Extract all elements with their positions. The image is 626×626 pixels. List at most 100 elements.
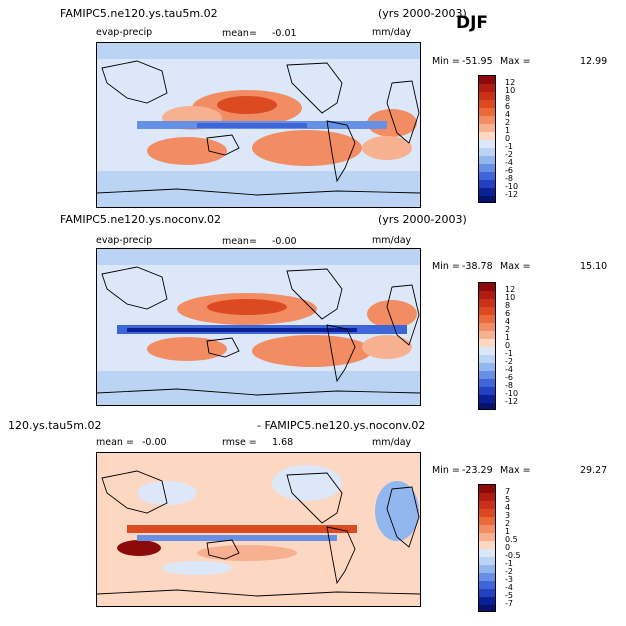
colorbar-tick-label: -2 (505, 150, 513, 159)
south-pacific-positive (252, 130, 362, 166)
colorbar-tick-label: 12 (505, 285, 516, 294)
coastline-australia (206, 337, 240, 358)
south-atlantic-positive (362, 335, 412, 359)
na-negative (272, 465, 342, 501)
panel3-min-value: -23.29 (462, 465, 493, 476)
indian-ocean-positive (147, 337, 227, 361)
coastline-antarctica (97, 388, 420, 396)
coastline-north-america (286, 472, 343, 524)
coastline-antarctica (97, 589, 420, 597)
colorbar-tick-label: 5 (505, 495, 511, 504)
panel1-map-svg (97, 43, 420, 207)
panel3-mean-value: -0.00 (142, 437, 167, 448)
colorbar-tick-label: 1 (505, 527, 511, 536)
panel1-max-value: 12.99 (580, 56, 608, 67)
colorbar-tick-label: -12 (505, 397, 519, 406)
colorbar-tick-label: 3 (505, 511, 511, 520)
colorbar-tick-label: 10 (505, 293, 516, 302)
coastline-asia (101, 60, 168, 104)
colorbar-tick-label: 10 (505, 86, 516, 95)
coastline-asia (101, 470, 168, 514)
coastline-africa (386, 486, 420, 548)
coastline-antarctica (97, 188, 420, 196)
pacific-positive-core (207, 299, 287, 315)
colorbar-tick-label: -10 (505, 389, 519, 398)
colorbar-tick-label: -10 (505, 182, 519, 191)
panel3-rmse-label: rmse = (222, 437, 257, 448)
panel3-max-value: 29.27 (580, 465, 608, 476)
coastline-australia (206, 134, 240, 156)
panel2-units: mm/day (372, 235, 412, 246)
colorbar-tick-label: -4 (505, 583, 513, 592)
equatorial-positive (127, 525, 357, 533)
panel3-units: mm/day (372, 437, 412, 448)
colorbar-tick-label: -1 (505, 559, 513, 568)
colorbar-tick-label: -8 (505, 381, 513, 390)
colorbar-tick-label: -6 (505, 373, 513, 382)
southern-negative (162, 561, 232, 575)
panel3-colorbar (478, 484, 496, 612)
itcz-core (127, 328, 357, 332)
panel2-variable: evap-precip (96, 235, 153, 246)
colorbar-tick-label: 8 (505, 301, 511, 310)
panel2-mean-value: -0.00 (272, 236, 297, 247)
panel2-max-value: 15.10 (580, 261, 608, 272)
colorbar-tick-label: -4 (505, 365, 513, 374)
panel3-case-title-right: - FAMIPC5.ne120.ys.noconv.02 (257, 419, 426, 432)
colorbar-tick-label: 7 (505, 487, 511, 496)
itcz-core (197, 123, 307, 128)
panel1-min-value: -51.95 (462, 56, 493, 67)
arctic-band (97, 43, 420, 59)
colorbar-tick-label: 4 (505, 110, 511, 119)
colorbar-tick-label: -3 (505, 575, 513, 584)
south-pacific-positive (252, 335, 372, 367)
atlantic-positive (367, 109, 417, 137)
colorbar-tick-label: -7 (505, 599, 513, 608)
panel3-min-label: Min = (432, 465, 460, 476)
colorbar-tick-label: -0.5 (505, 551, 521, 560)
panel2-case-title: FAMIPC5.ne120.ys.noconv.02 (60, 213, 221, 226)
coastline-north-america (286, 268, 343, 320)
coastline-africa (386, 80, 420, 144)
colorbar-tick-label: 6 (505, 309, 511, 318)
panel3-map-svg (97, 453, 420, 606)
colorbar-tick-label: 1 (505, 126, 511, 135)
southern-ocean-band (97, 171, 420, 207)
panel3-mean-label: mean = (96, 437, 134, 448)
panel1-mean-label: mean= (222, 28, 257, 39)
panel2-years: (yrs 2000-2003) (378, 213, 467, 226)
colorbar-tick-label: 6 (505, 102, 511, 111)
colorbar-tick-label: -1 (505, 349, 513, 358)
panel2-mean-label: mean= (222, 236, 257, 247)
arctic-band (97, 249, 420, 265)
atlantic-negative (375, 481, 419, 541)
panel2-colorbar (478, 282, 496, 410)
coastline-asia (101, 266, 168, 310)
panel1-units: mm/day (372, 27, 412, 38)
coastline-south-america (326, 526, 356, 585)
indian-ocean-positive (147, 137, 227, 165)
colorbar-tick-label: 4 (505, 503, 511, 512)
colorbar-tick-label: 0 (505, 134, 511, 143)
season-label: DJF (456, 13, 489, 33)
colorbar-tick-label: 4 (505, 317, 511, 326)
coastline-north-america (286, 62, 343, 114)
colorbar-tick-label: 2 (505, 325, 511, 334)
colorbar-tick-label: -5 (505, 591, 513, 600)
panel1-variable: evap-precip (96, 27, 153, 38)
panel2-min-value: -38.78 (462, 261, 493, 272)
panel2-min-label: Min = (432, 261, 460, 272)
colorbar-tick-label: -6 (505, 166, 513, 175)
colorbar-tick-label: 12 (505, 78, 516, 87)
panel1-mean-value: -0.01 (272, 28, 297, 39)
colorbar-tick-label: 0 (505, 341, 511, 350)
indian-strong-positive (117, 540, 161, 556)
spcz-positive (197, 545, 297, 561)
colorbar-tick-label: -2 (505, 357, 513, 366)
panel2-map (96, 248, 421, 406)
panel1-max-label: Max = (500, 56, 531, 67)
equatorial-negative (137, 535, 337, 541)
colorbar-tick-label: 0.5 (505, 535, 518, 544)
coastline-south-america (326, 324, 356, 383)
panel1-years: (yrs 2000-2003) (378, 7, 467, 20)
